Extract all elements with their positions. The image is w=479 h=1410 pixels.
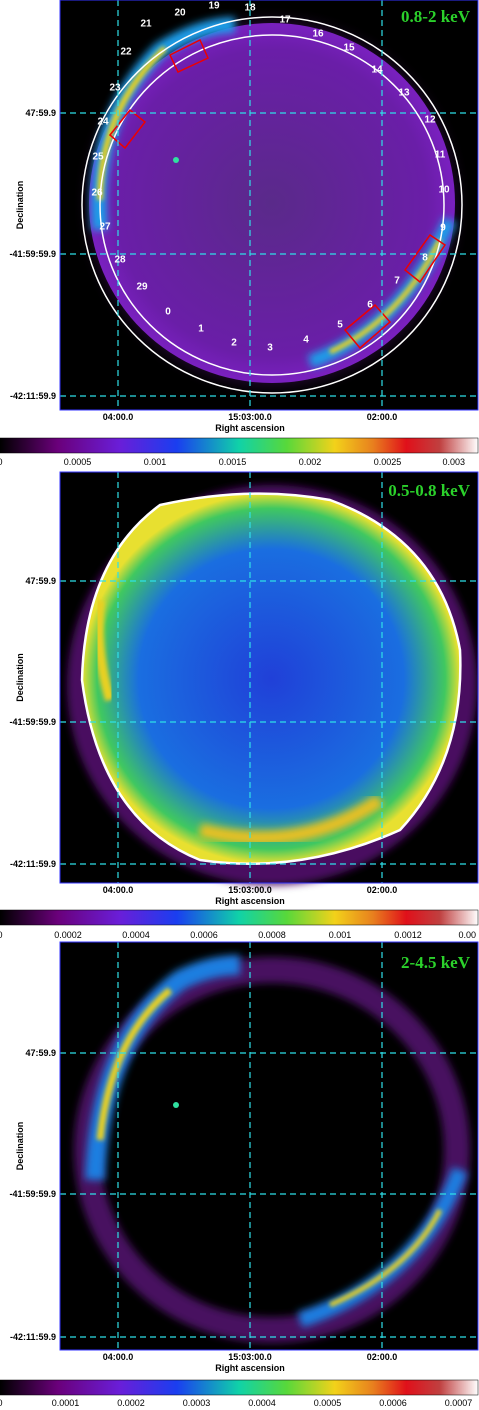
y-tick-label: -42:11:59.9 (10, 1332, 56, 1342)
region-label: 10 (438, 185, 450, 196)
colorbar-tick-label: 0.00 (458, 930, 476, 940)
y-tick-label: 47:59.9 (25, 576, 56, 586)
y-tick-label: -42:11:59.9 (10, 859, 56, 869)
image-panel-1 (59, 0, 479, 411)
image-panel-2 (59, 471, 479, 885)
colorbar-tick-label: 0.001 (329, 930, 352, 940)
colorbar-tick-label: 0.0003 (183, 1398, 211, 1408)
region-label: 13 (398, 88, 410, 99)
x-tick-label: 02:00.0 (367, 1352, 398, 1362)
region-label: 28 (114, 255, 126, 266)
y-axis-label: Declination (15, 1122, 25, 1171)
region-label: 11 (435, 150, 446, 161)
region-label: 3 (267, 343, 273, 354)
colorbar (0, 437, 479, 454)
colorbar-tick-label: 0.003 (442, 457, 465, 467)
colorbar-tick-label: 0.0002 (54, 930, 82, 940)
region-label: 22 (120, 47, 132, 58)
region-label: 17 (279, 15, 291, 26)
colorbar-tick-label: 0.0025 (374, 457, 402, 467)
region-label: 7 (394, 276, 400, 287)
colorbar-tick-label: 0.002 (299, 457, 322, 467)
region-label: 6 (367, 300, 373, 311)
region-label: 14 (371, 65, 383, 76)
colorbar-tick-label: 0.0004 (248, 1398, 276, 1408)
band-label: 2-4.5 keV (401, 953, 471, 972)
y-axis-label: Declination (15, 181, 25, 230)
region-label: 29 (136, 282, 148, 293)
colorbar-tick-label: 0 (0, 930, 3, 940)
colorbar-tick-label: 0.0001 (52, 1398, 80, 1408)
x-axis-label: Right ascension (215, 1363, 285, 1373)
colorbar-tick-label: 0.001 (144, 457, 167, 467)
colorbar-tick-label: 0.0015 (219, 457, 247, 467)
band-label: 0.8-2 keV (401, 7, 471, 26)
y-tick-label: -42:11:59.9 (10, 391, 56, 401)
region-label: 15 (343, 43, 355, 54)
region-label: 20 (174, 8, 186, 19)
colorbar-tick-label: 0.0005 (64, 457, 92, 467)
region-label: 18 (244, 3, 256, 14)
region-label: 27 (99, 222, 111, 233)
region-label: 19 (208, 1, 220, 12)
x-axis-label: Right ascension (215, 423, 285, 433)
colorbar-tick-label: 0.0007 (445, 1398, 473, 1408)
x-axis-label: Right ascension (215, 896, 285, 906)
region-label: 16 (312, 29, 324, 40)
x-tick-label: 02:00.0 (367, 885, 398, 895)
colorbar-tick-label: 0.0006 (190, 930, 218, 940)
x-tick-label: 15:03:00.0 (228, 412, 272, 422)
x-tick-label: 04:00.0 (103, 412, 134, 422)
region-label: 1 (198, 324, 204, 335)
region-label: 26 (91, 188, 103, 199)
image-panel-3 (59, 941, 479, 1351)
y-axis-label: Declination (15, 653, 25, 702)
colorbar-tick-label: 0 (0, 1398, 3, 1408)
colorbar (0, 909, 479, 926)
region-label: 23 (109, 83, 121, 94)
colorbar-tick-label: 0.0004 (122, 930, 150, 940)
x-tick-label: 04:00.0 (103, 885, 134, 895)
colorbar-tick-label: 0 (0, 457, 3, 467)
region-label: 4 (303, 335, 309, 346)
x-tick-label: 15:03:00.0 (228, 885, 272, 895)
y-tick-label: 47:59.9 (25, 1048, 56, 1058)
region-label: 9 (440, 223, 446, 234)
y-tick-label: 47:59.9 (25, 108, 56, 118)
x-tick-label: 15:03:00.0 (228, 1352, 272, 1362)
y-tick-label: -41:59:59.9 (9, 1189, 56, 1199)
colorbar-tick-label: 0.0012 (394, 930, 422, 940)
region-label: 8 (422, 253, 428, 264)
region-label: 0 (165, 307, 171, 318)
region-label: 12 (424, 115, 436, 126)
region-label: 24 (97, 117, 109, 128)
colorbar-tick-label: 0.0002 (117, 1398, 145, 1408)
colorbar-tick-label: 0.0006 (379, 1398, 407, 1408)
region-label: 2 (231, 338, 237, 349)
region-label: 5 (337, 320, 343, 331)
x-tick-label: 04:00.0 (103, 1352, 134, 1362)
x-tick-label: 02:00.0 (367, 412, 398, 422)
region-label: 21 (140, 19, 152, 30)
y-tick-label: -41:59:59.9 (9, 249, 56, 259)
colorbar-tick-label: 0.0005 (314, 1398, 342, 1408)
y-tick-label: -41:59:59.9 (9, 717, 56, 727)
colorbar (0, 1379, 479, 1396)
band-label: 0.5-0.8 keV (388, 481, 470, 500)
region-label: 25 (92, 152, 104, 163)
colorbar-tick-label: 0.0008 (258, 930, 286, 940)
